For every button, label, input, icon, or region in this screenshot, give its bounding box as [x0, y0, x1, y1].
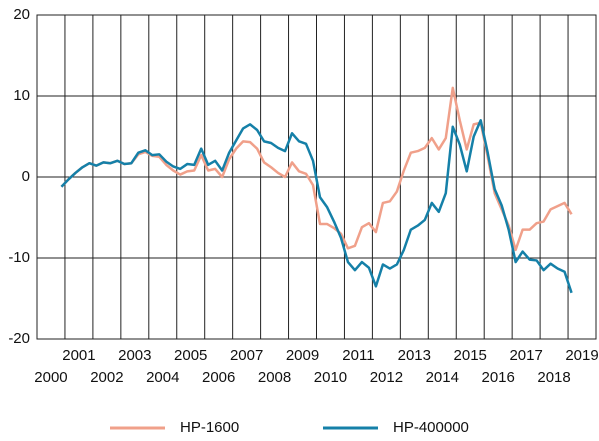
legend-label: HP-1600	[180, 419, 239, 436]
x-tick-label: 2019	[565, 347, 598, 364]
y-tick-label: 0	[22, 168, 30, 185]
y-tick-label: 10	[13, 87, 30, 104]
x-tick-label: 2015	[454, 347, 487, 364]
x-tick-label: 2013	[398, 347, 431, 364]
x-tick-label: 2018	[537, 369, 570, 386]
x-tick-label: 2010	[314, 369, 347, 386]
series-line	[60, 119, 573, 294]
y-tick-label: 20	[13, 6, 30, 23]
x-tick-label: 2002	[90, 369, 123, 386]
x-tick-label: 2017	[509, 347, 542, 364]
legend-label: HP-400000	[393, 419, 469, 436]
x-tick-label: 2004	[146, 369, 179, 386]
x-tick-label: 2007	[230, 347, 263, 364]
x-tick-label: 2011	[342, 347, 374, 364]
x-tick-label: 2016	[481, 369, 514, 386]
x-tick-label: 2008	[258, 369, 291, 386]
x-tick-label: 2005	[174, 347, 207, 364]
x-tick-label: 2001	[62, 347, 95, 364]
x-tick-label: 2003	[118, 347, 151, 364]
x-tick-label: 2000	[34, 369, 67, 386]
x-tick-label: 2014	[426, 369, 459, 386]
y-tick-label: -20	[8, 330, 30, 347]
y-tick-label: -10	[8, 249, 30, 266]
x-tick-label: 2009	[286, 347, 319, 364]
x-tick-label: 2012	[370, 369, 403, 386]
x-tick-label: 2006	[202, 369, 235, 386]
